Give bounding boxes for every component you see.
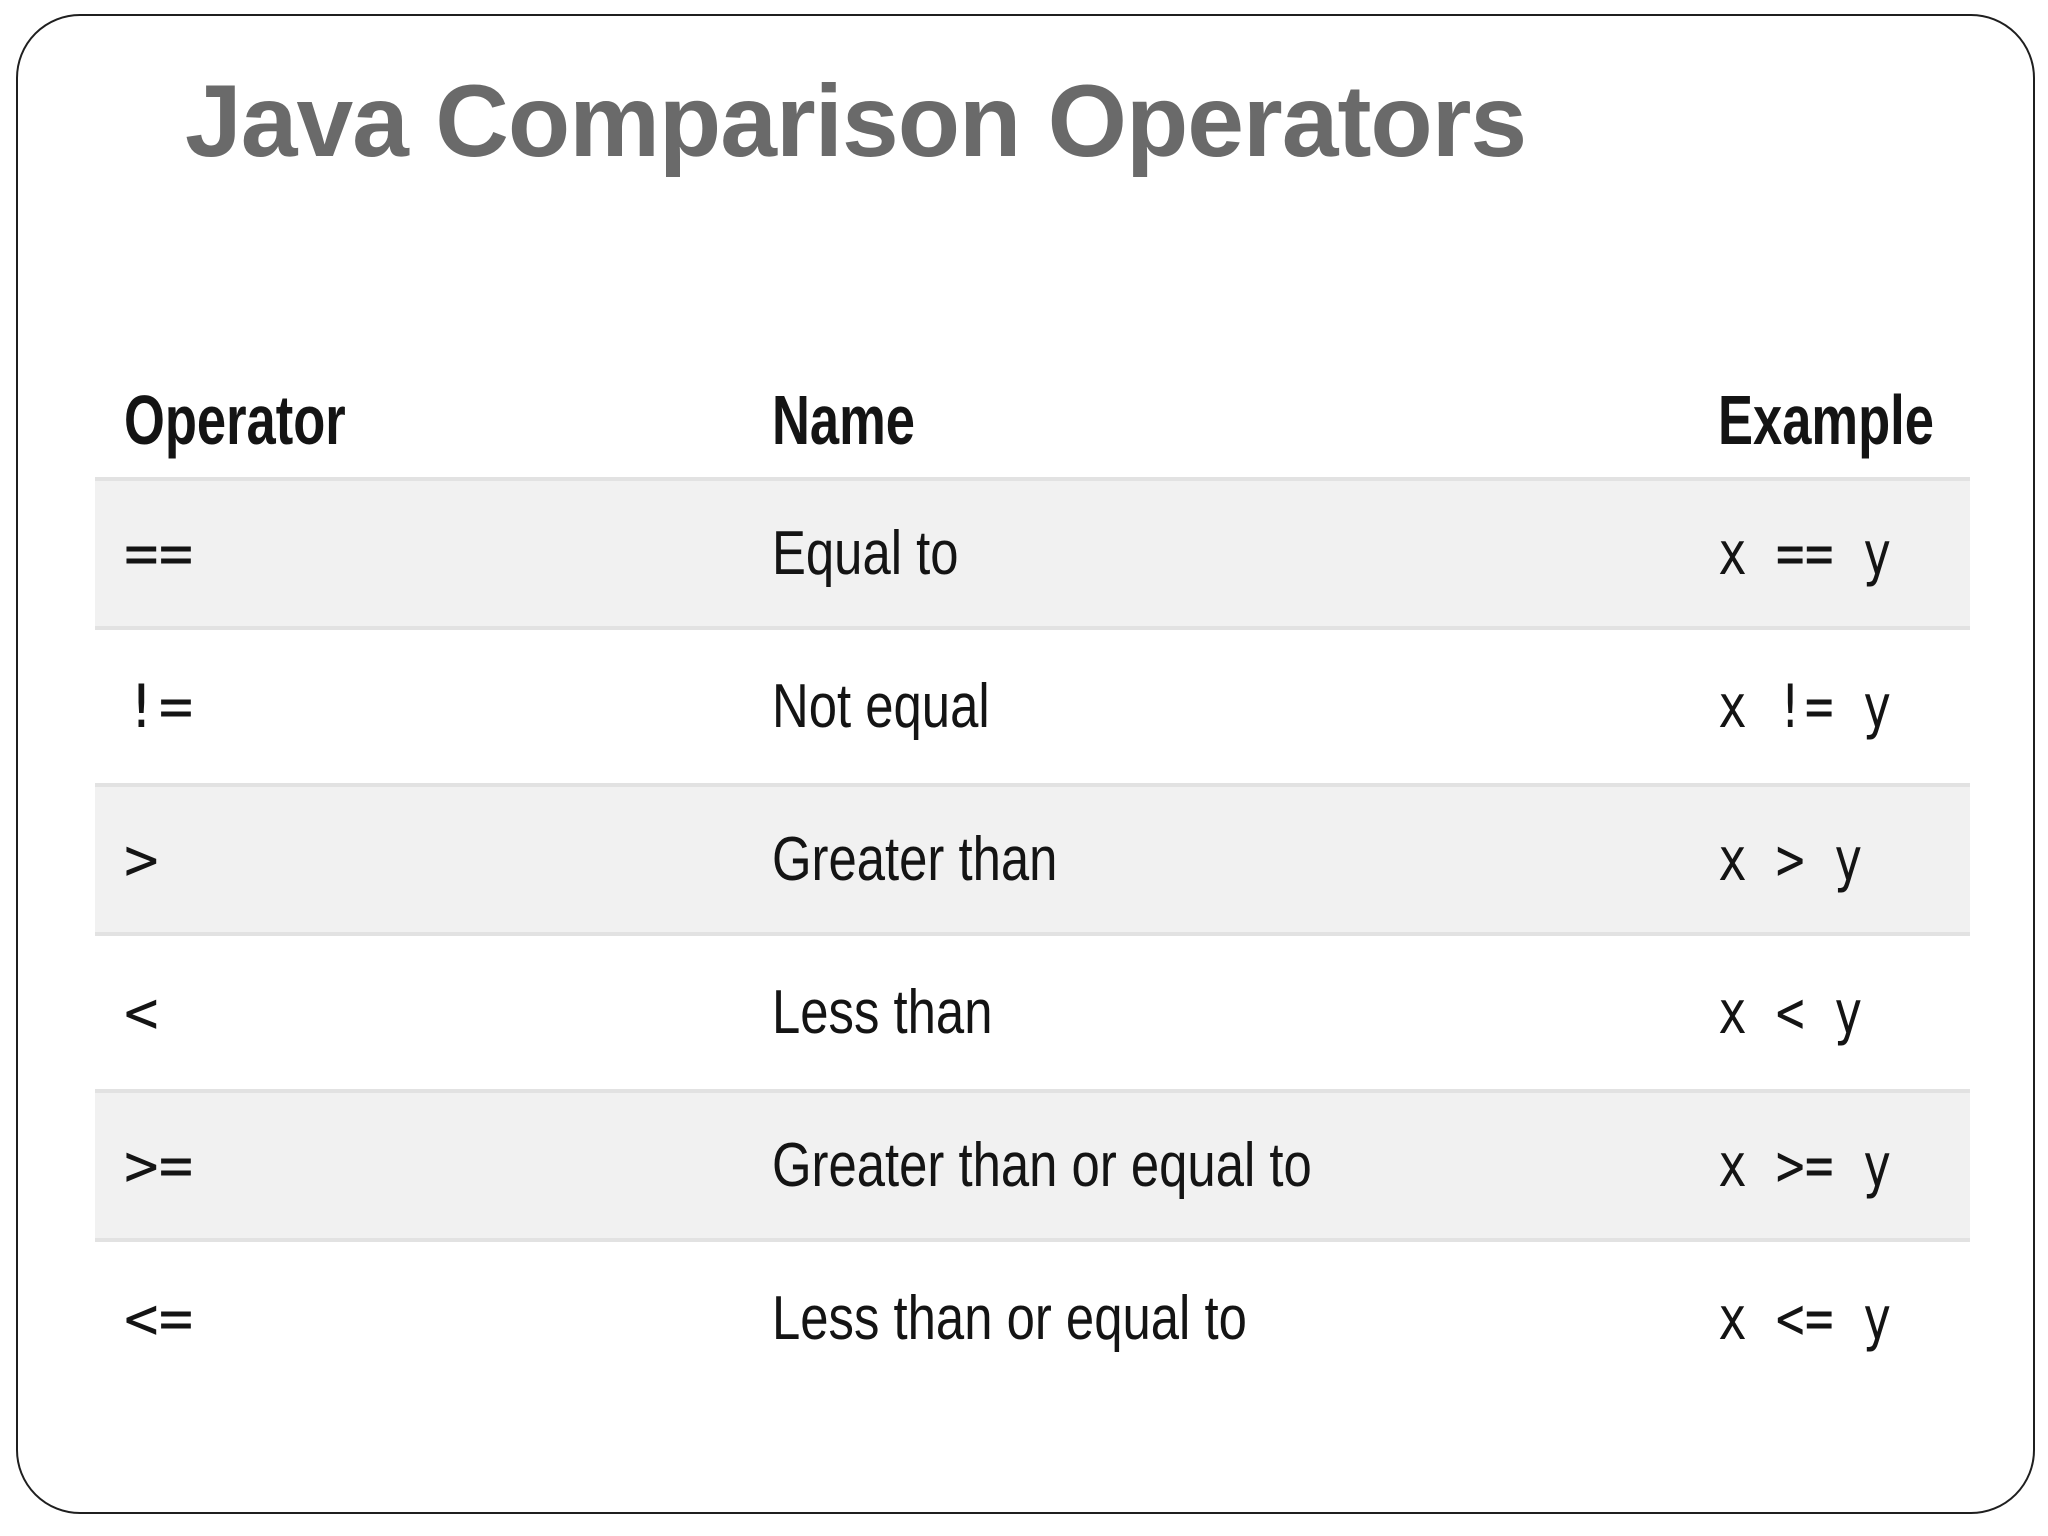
slide-title: Java Comparison Operators bbox=[185, 64, 1527, 178]
name-cell: Not equal bbox=[772, 672, 990, 741]
operator-cell: <= bbox=[124, 1283, 194, 1354]
column-header-operator: Operator bbox=[124, 380, 346, 459]
table-row: >= Greater than or equal to x >= y bbox=[95, 1089, 1970, 1242]
operator-cell: < bbox=[124, 977, 159, 1048]
example-cell: x > y bbox=[1718, 824, 1863, 895]
operator-cell: == bbox=[124, 518, 194, 589]
table-row: < Less than x < y bbox=[95, 936, 1970, 1089]
example-cell: x < y bbox=[1718, 977, 1863, 1048]
example-cell: x != y bbox=[1718, 671, 1892, 742]
table-row: != Not equal x != y bbox=[95, 630, 1970, 783]
table-row: == Equal to x == y bbox=[95, 477, 1970, 630]
example-cell: x <= y bbox=[1718, 1283, 1892, 1354]
name-cell: Greater than bbox=[772, 825, 1058, 894]
column-header-example: Example bbox=[1718, 380, 1934, 459]
operator-cell: != bbox=[124, 671, 194, 742]
name-cell: Equal to bbox=[772, 519, 959, 588]
operator-cell: > bbox=[124, 824, 159, 895]
name-cell: Less than bbox=[772, 978, 993, 1047]
operators-table: Operator Name Example == Equal to x == y… bbox=[95, 362, 1970, 1395]
table-row: <= Less than or equal to x <= y bbox=[95, 1242, 1970, 1395]
example-cell: x >= y bbox=[1718, 1130, 1892, 1201]
table-header-row: Operator Name Example bbox=[95, 362, 1970, 477]
column-header-name: Name bbox=[772, 380, 915, 459]
operator-cell: >= bbox=[124, 1130, 194, 1201]
example-cell: x == y bbox=[1718, 518, 1892, 589]
name-cell: Greater than or equal to bbox=[772, 1131, 1312, 1200]
table-row: > Greater than x > y bbox=[95, 783, 1970, 936]
slide-frame: Java Comparison Operators Operator Name … bbox=[16, 14, 2035, 1514]
name-cell: Less than or equal to bbox=[772, 1284, 1247, 1353]
